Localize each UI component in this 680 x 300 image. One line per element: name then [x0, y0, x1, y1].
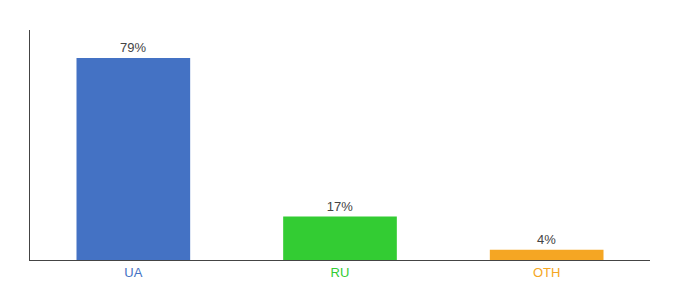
svg-text:OTH: OTH	[533, 265, 560, 280]
svg-text:17%: 17%	[327, 199, 353, 214]
svg-text:79%: 79%	[120, 40, 146, 55]
svg-text:UA: UA	[124, 265, 142, 280]
svg-text:RU: RU	[331, 265, 350, 280]
svg-text:4%: 4%	[537, 232, 556, 247]
